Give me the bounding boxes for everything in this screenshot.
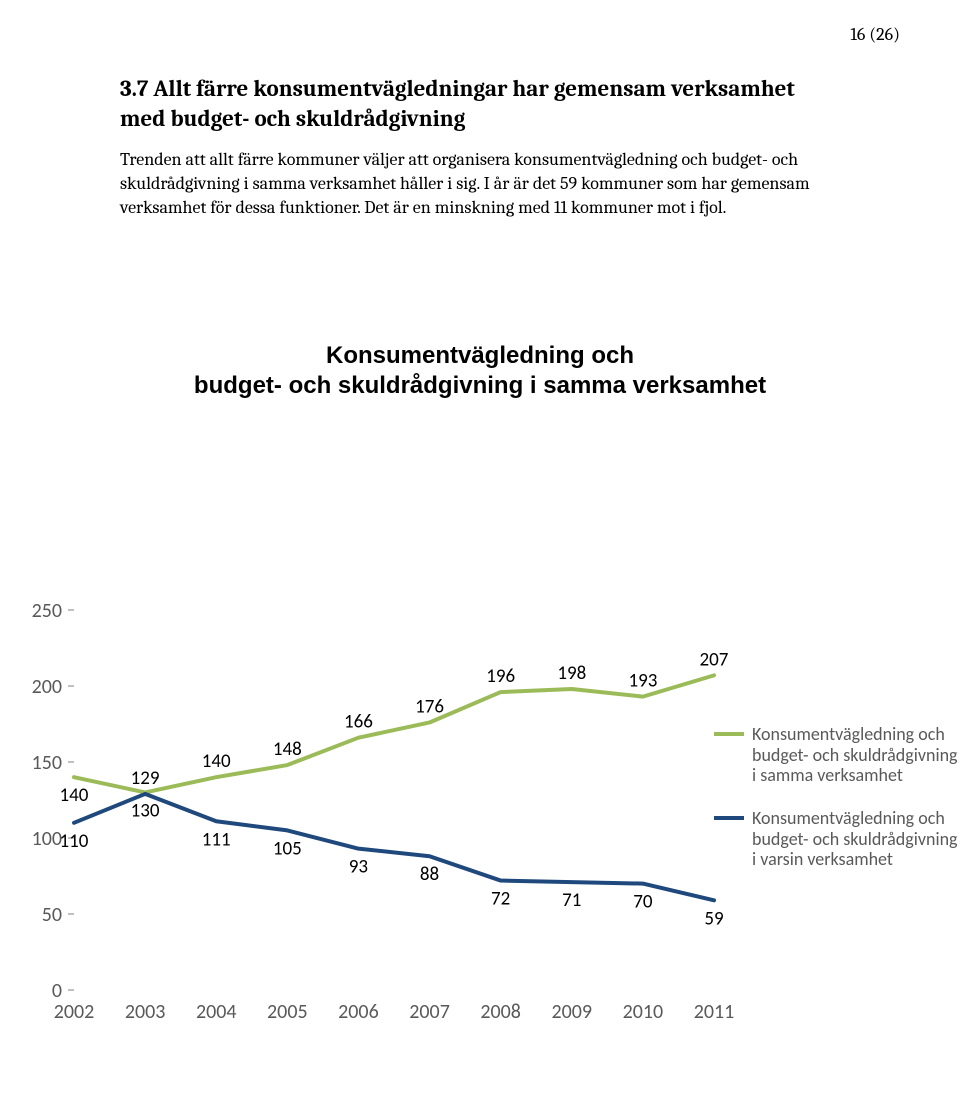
- y-tick-label: 200: [32, 675, 62, 699]
- legend-label: Konsumentvägledning och budget- och skul…: [752, 808, 960, 870]
- legend-item: Konsumentvägledning och budget- och skul…: [714, 724, 960, 786]
- body-paragraph: Trenden att allt färre kommuner väljer a…: [120, 148, 840, 221]
- x-tick-label: 2007: [409, 1000, 450, 1024]
- data-label: 198: [557, 662, 586, 685]
- data-label: 140: [202, 750, 231, 773]
- series-line: [74, 794, 714, 900]
- x-tick-label: 2004: [196, 1000, 237, 1024]
- data-label: 110: [60, 830, 89, 853]
- x-tick-label: 2005: [267, 1000, 308, 1024]
- data-label: 166: [344, 711, 373, 734]
- x-tick-label: 2003: [125, 1000, 166, 1024]
- y-tick-label: 50: [42, 903, 62, 927]
- chart: 0501001502002502002200320042005200620072…: [0, 590, 960, 1050]
- page-number: 16 (26): [850, 24, 900, 45]
- x-tick-label: 2006: [338, 1000, 379, 1024]
- x-tick-label: 2009: [552, 1000, 593, 1024]
- y-tick-label: 250: [32, 599, 62, 623]
- section-heading: 3.7 Allt färre konsumentvägledningar har…: [120, 74, 840, 134]
- data-label: 193: [628, 670, 657, 693]
- data-label: 111: [202, 828, 231, 851]
- data-label: 129: [131, 767, 160, 790]
- data-label: 70: [633, 891, 653, 914]
- chart-title: Konsumentvägledning ochbudget- och skuld…: [0, 341, 960, 401]
- data-label: 59: [704, 907, 723, 930]
- x-tick-label: 2002: [54, 1000, 95, 1024]
- legend-item: Konsumentvägledning och budget- och skul…: [714, 808, 960, 870]
- data-label: 72: [491, 888, 510, 911]
- y-tick-label: 150: [32, 751, 62, 775]
- legend-swatch: [714, 732, 744, 736]
- legend-swatch: [714, 816, 744, 820]
- x-tick-label: 2010: [623, 1000, 664, 1024]
- data-label: 71: [562, 889, 581, 912]
- chart-legend: Konsumentvägledning och budget- och skul…: [714, 724, 960, 892]
- x-tick-label: 2008: [480, 1000, 521, 1024]
- y-tick-label: 100: [32, 827, 62, 851]
- data-label: 148: [273, 738, 302, 761]
- data-label: 207: [700, 648, 729, 671]
- data-label: 130: [131, 799, 160, 822]
- data-label: 196: [486, 665, 515, 688]
- data-label: 176: [415, 695, 444, 718]
- legend-label: Konsumentvägledning och budget- och skul…: [752, 724, 960, 786]
- series-line: [74, 675, 714, 792]
- data-label: 88: [420, 863, 439, 886]
- data-label: 93: [349, 856, 368, 879]
- x-tick-label: 2011: [694, 1000, 735, 1024]
- data-label: 140: [60, 784, 89, 807]
- data-label: 105: [273, 837, 302, 860]
